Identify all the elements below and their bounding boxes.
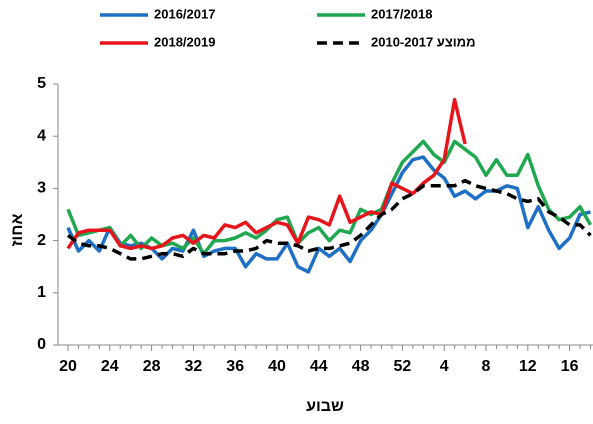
x-tick-label: 24 [101, 358, 119, 375]
series-line [66, 139, 593, 256]
x-axis-label: שבוע [306, 398, 344, 415]
y-axis-label: אחוז [9, 214, 26, 247]
y-tick-label: 5 [37, 75, 46, 92]
x-tick-label: 28 [143, 358, 161, 375]
x-tick-label: 8 [482, 358, 491, 375]
series-line [66, 178, 592, 261]
x-tick-label: 40 [268, 358, 286, 375]
legend-label: 2018/2019 [154, 34, 215, 49]
x-tick-label: 12 [519, 358, 537, 375]
y-tick-label: 3 [37, 180, 46, 197]
legend-label: 2017/2018 [371, 6, 432, 21]
x-tick-label: 4 [440, 358, 449, 375]
y-tick-label: 0 [37, 336, 46, 353]
x-tick-label: 52 [394, 358, 412, 375]
x-tick-label: 48 [352, 358, 370, 375]
x-tick-label: 36 [226, 358, 244, 375]
x-tick-label: 16 [561, 358, 579, 375]
series-line [66, 97, 467, 251]
series-line [66, 155, 591, 274]
y-tick-label: 4 [37, 127, 46, 144]
x-tick-label: 20 [59, 358, 77, 375]
x-tick-label: 32 [185, 358, 203, 375]
x-tick-label: 44 [310, 358, 328, 375]
y-tick-label: 1 [37, 284, 46, 301]
y-tick-label: 2 [37, 232, 46, 249]
legend-label: 2016/2017 [154, 6, 215, 21]
legend-label: 2010-2017 ממוצע [371, 34, 476, 49]
